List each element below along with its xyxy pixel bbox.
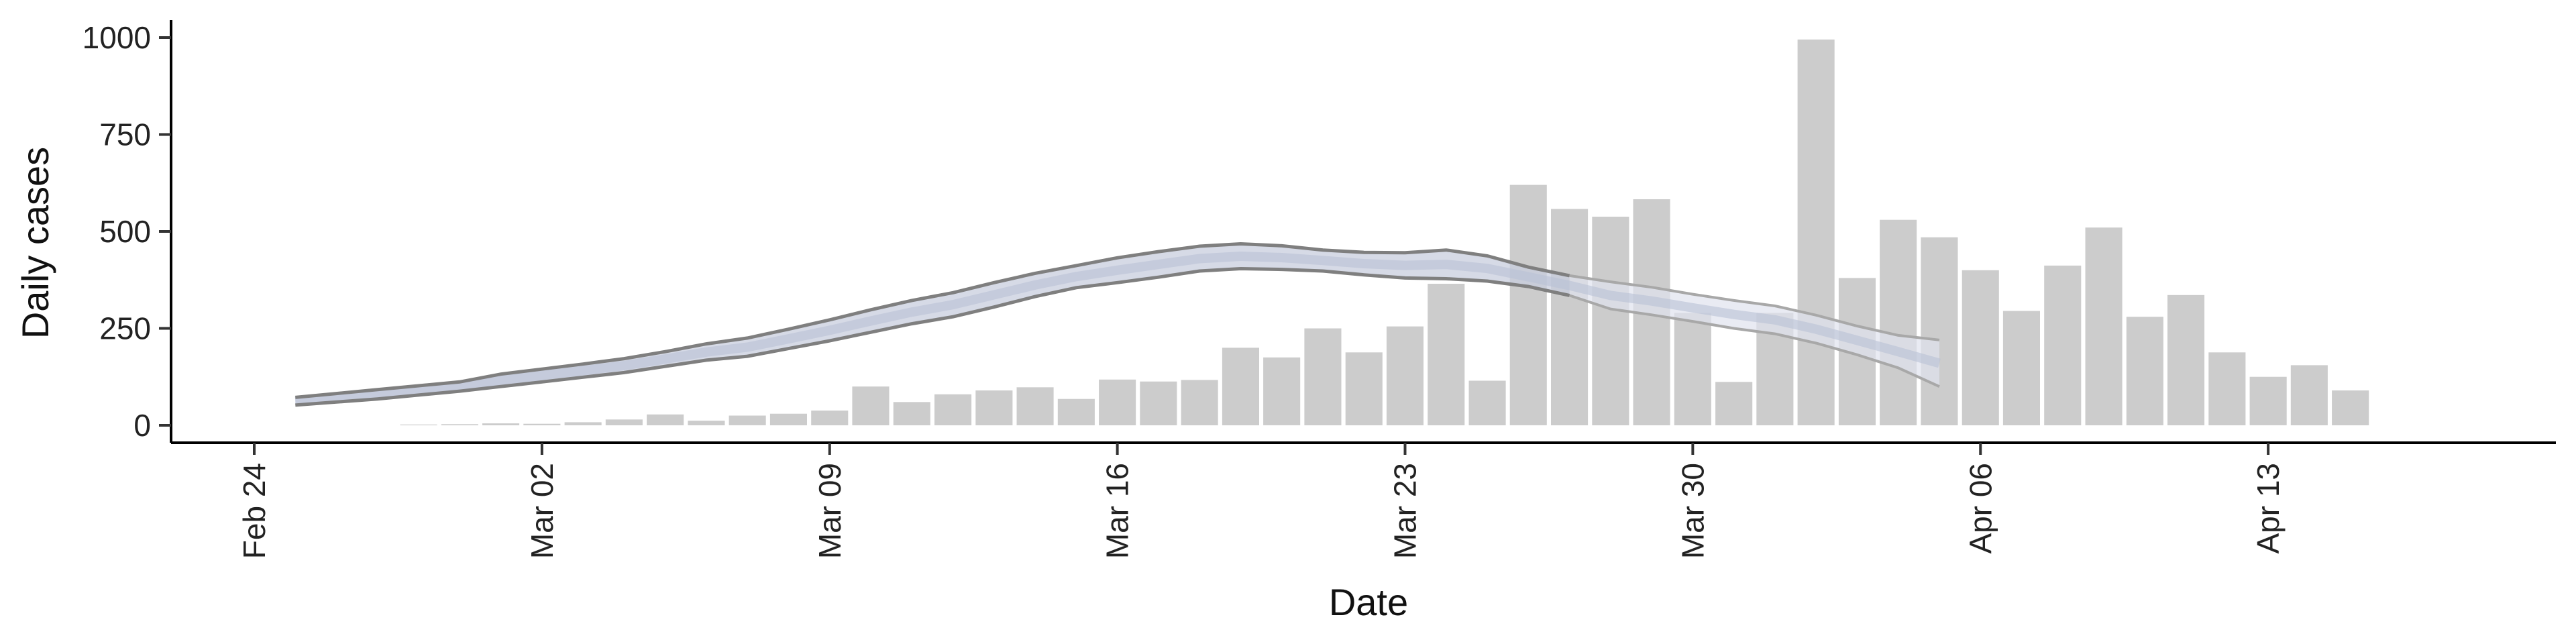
bar bbox=[1674, 313, 1711, 425]
estimate-lower-line bbox=[295, 266, 1570, 407]
bar bbox=[1057, 398, 1095, 425]
x-tick-label: Mar 23 bbox=[1388, 463, 1423, 559]
x-tick-label: Apr 13 bbox=[2251, 463, 2286, 554]
x-tick-label: Mar 09 bbox=[812, 463, 847, 559]
bar bbox=[1304, 328, 1342, 425]
x-tick-label: Mar 16 bbox=[1100, 463, 1135, 559]
bar bbox=[1263, 357, 1301, 425]
bar bbox=[1345, 352, 1383, 425]
bar bbox=[1921, 237, 1958, 425]
bar bbox=[1386, 326, 1424, 425]
bar bbox=[523, 423, 561, 425]
bar bbox=[482, 423, 520, 425]
estimate-median-line bbox=[294, 251, 1941, 407]
bar bbox=[811, 411, 849, 425]
y-tick-label: 0 bbox=[133, 408, 151, 443]
tick-labels-layer: 0 250 500 750 1000 Feb 24 Mar 02 Mar 09 Mar 16 Ma… bbox=[83, 20, 2286, 559]
bar bbox=[1099, 379, 1136, 425]
bar bbox=[769, 413, 807, 425]
projection-upper-line bbox=[1569, 274, 1940, 341]
y-tick-label: 1000 bbox=[83, 20, 151, 55]
bar bbox=[1880, 219, 1917, 425]
estimate-upper-line bbox=[295, 241, 1570, 399]
bar bbox=[934, 394, 972, 425]
bar bbox=[1468, 380, 1506, 425]
projection-lower-line bbox=[1568, 294, 1940, 388]
bar bbox=[975, 390, 1013, 425]
bar bbox=[2208, 352, 2246, 425]
bar bbox=[1181, 380, 1218, 425]
bar bbox=[893, 402, 930, 425]
bar bbox=[688, 421, 725, 425]
bar bbox=[441, 424, 478, 425]
x-tick-label: Feb 24 bbox=[237, 463, 272, 559]
x-tick-label: Apr 06 bbox=[1963, 463, 1998, 554]
bar bbox=[564, 422, 602, 425]
bar bbox=[2085, 227, 2123, 425]
x-tick-label: Mar 30 bbox=[1675, 463, 1710, 559]
estimate-band-layer bbox=[294, 241, 1941, 407]
bar bbox=[2167, 294, 2205, 425]
bar bbox=[2126, 317, 2163, 425]
bar bbox=[1428, 284, 1465, 425]
bar bbox=[2290, 365, 2328, 425]
y-tick-label: 500 bbox=[99, 214, 151, 249]
bar bbox=[1962, 270, 1999, 425]
bar bbox=[1509, 184, 1547, 425]
bar bbox=[647, 414, 684, 425]
bar bbox=[852, 386, 890, 425]
x-axis-title: Date bbox=[1329, 581, 1408, 623]
bar bbox=[1551, 209, 1589, 425]
bar bbox=[2002, 311, 2040, 425]
bar bbox=[729, 415, 766, 425]
x-tick-label: Mar 02 bbox=[525, 463, 559, 559]
bar bbox=[1797, 39, 1835, 425]
axes-layer bbox=[159, 20, 2556, 455]
bar bbox=[1715, 382, 1753, 425]
y-tick-label: 250 bbox=[99, 311, 151, 345]
bar bbox=[1592, 217, 1629, 425]
y-axis-title: Daily cases bbox=[14, 147, 56, 339]
bar bbox=[2249, 376, 2287, 425]
bar bbox=[605, 419, 643, 425]
bar bbox=[1140, 381, 1177, 425]
bar bbox=[2332, 390, 2369, 425]
bar bbox=[1222, 347, 1259, 425]
bar bbox=[2044, 265, 2082, 425]
y-tick-label: 750 bbox=[99, 117, 151, 152]
bars-layer bbox=[400, 39, 2369, 425]
bar bbox=[1016, 387, 1054, 425]
